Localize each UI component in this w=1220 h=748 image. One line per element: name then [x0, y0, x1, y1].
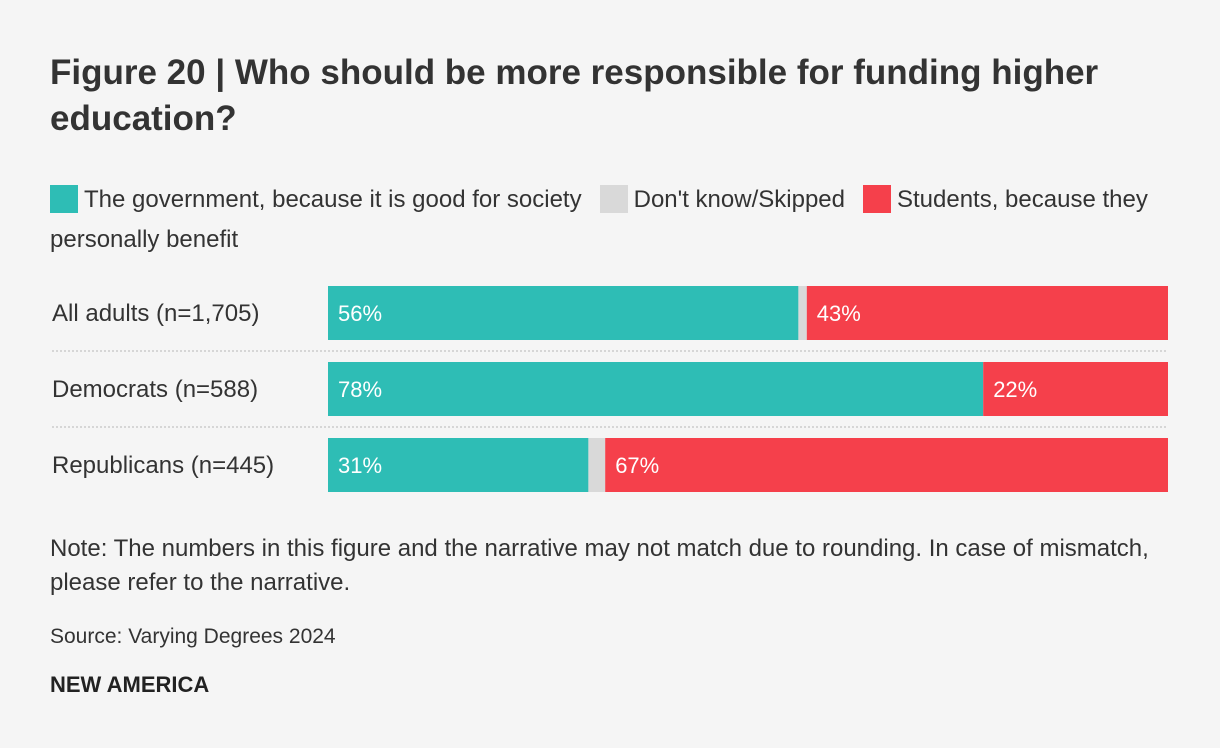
bar-segment-students	[605, 438, 1168, 492]
bar-segment-government	[328, 438, 589, 492]
bar-segment-students	[806, 286, 1168, 340]
stacked-bar-chart: All adults (n=1,705) 56% 43% Democrats (n=5…	[52, 286, 1168, 492]
legend-swatch-dont-know	[599, 185, 628, 213]
bar-value-label: 78%	[338, 377, 382, 402]
source-text: Source: Varying Degrees 2024	[50, 625, 336, 648]
legend-label-government: The government, because it is good for s…	[84, 186, 582, 213]
legend-entry-government: The government, because it is good for s…	[50, 185, 582, 213]
note-text: Note: The numbers in this figure and the…	[50, 535, 1149, 596]
legend-entry-dont-know: Don't know/Skipped	[599, 185, 845, 213]
legend-swatch-government	[50, 185, 78, 213]
category-label: All adults (n=1,705)	[52, 300, 259, 327]
bar-segment-students	[983, 362, 1168, 416]
bar-segment-dont-know	[588, 438, 606, 492]
legend-swatch-students	[862, 185, 891, 213]
bar-value-label: 43%	[817, 301, 861, 326]
bar-segment-dont-know	[798, 286, 807, 340]
category-label: Republicans (n=445)	[52, 452, 274, 479]
bar-value-label: 67%	[615, 453, 659, 478]
bar-segment-government	[328, 362, 984, 416]
category-label: Democrats (n=588)	[52, 376, 258, 403]
legend: The government, because it is good for s…	[50, 180, 1175, 260]
bar-value-label: 31%	[338, 453, 382, 478]
bar-value-label: 56%	[338, 301, 382, 326]
chart-title: Figure 20 | Who should be more responsib…	[50, 53, 1099, 138]
bar-value-label: 22%	[993, 377, 1037, 402]
bar-segment-government	[328, 286, 799, 340]
legend-label-dont-know: Don't know/Skipped	[633, 186, 845, 213]
brand-logo-text: NEW AMERICA	[50, 672, 210, 697]
legend-label-students: Students, because they personally benefi…	[50, 186, 1148, 253]
